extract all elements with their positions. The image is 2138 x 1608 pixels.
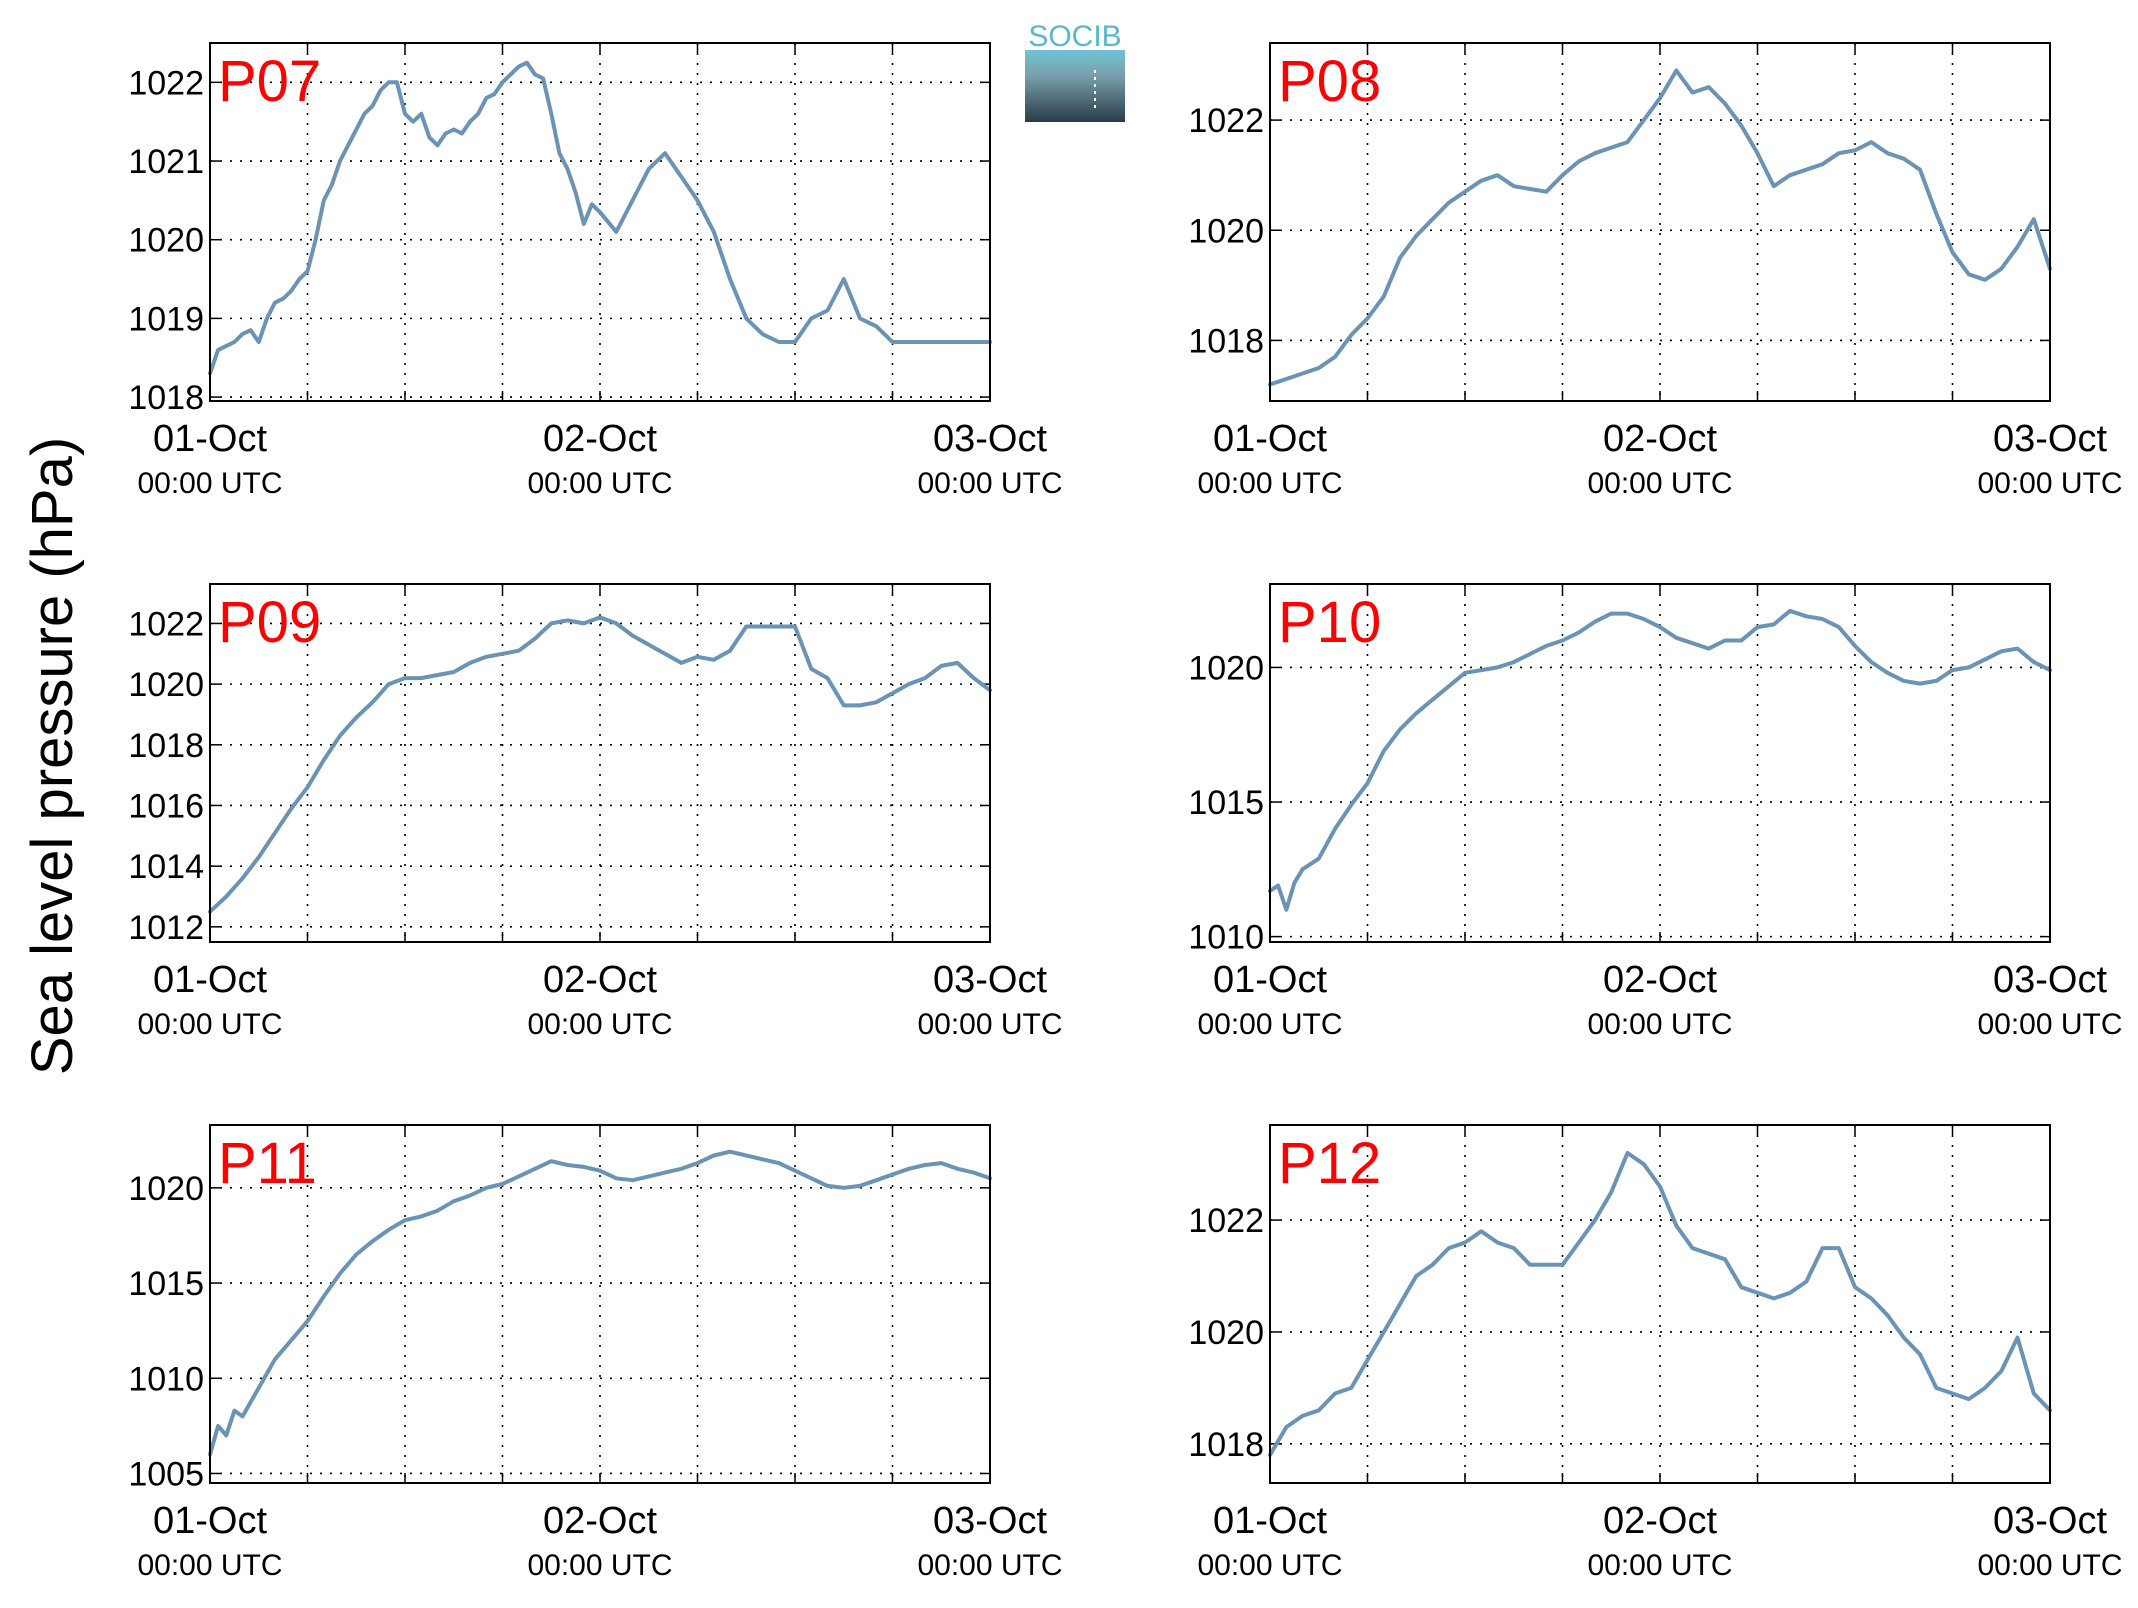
y-tick-label: 1010 (128, 1360, 204, 1398)
series-line-p10 (1268, 608, 2052, 912)
x-tick-label-date: 02-Oct (1603, 418, 1717, 460)
x-tick-label-time: 00:00 UTC (917, 467, 1062, 500)
x-tick-label-date: 02-Oct (1603, 959, 1717, 1001)
y-tick-label: 1015 (128, 1265, 204, 1303)
x-tick-label-date: 01-Oct (153, 1500, 267, 1542)
series-line-p08 (1268, 68, 2052, 387)
axes-frame (1269, 583, 2051, 943)
x-tick-label-date: 03-Oct (1993, 959, 2107, 1001)
x-tick-label-date: 03-Oct (1993, 1500, 2107, 1542)
axes-frame (1269, 1124, 2051, 1484)
x-tick-label-time: 00:00 UTC (1977, 467, 2122, 500)
x-tick-label-date: 01-Oct (153, 418, 267, 460)
panel-p09: 1012 1014 1016 1018 1020 1022 01-Oct 00:00 UTC 0… (128, 583, 1063, 1041)
x-tick-label-time: 00:00 UTC (917, 1549, 1062, 1582)
x-tick-label-time: 00:00 UTC (137, 1008, 282, 1041)
y-tick-label: 1020 (1188, 649, 1264, 687)
y-tick-label: 1020 (1188, 212, 1264, 250)
panel-label: P09 (218, 590, 321, 655)
x-tick-label-date: 01-Oct (1213, 959, 1327, 1001)
y-tick-label: 1015 (1188, 784, 1264, 822)
x-tick-label-date: 01-Oct (1213, 1500, 1327, 1542)
x-tick-label-date: 02-Oct (543, 959, 657, 1001)
y-tick-label: 1019 (128, 300, 204, 338)
x-tick-label-time: 00:00 UTC (1977, 1008, 2122, 1041)
axes-frame (209, 1124, 991, 1484)
y-tick-label: 1022 (1188, 1202, 1264, 1240)
x-tick-label-date: 02-Oct (543, 418, 657, 460)
axes-frame (209, 42, 991, 402)
logo-text: SOCIB (1028, 20, 1121, 53)
x-tick-label-date: 03-Oct (933, 959, 1047, 1001)
x-tick-label-time: 00:00 UTC (137, 1549, 282, 1582)
y-tick-label: 1005 (128, 1455, 204, 1493)
y-tick-label: 1018 (128, 379, 204, 417)
x-tick-label-time: 00:00 UTC (1197, 467, 1342, 500)
x-tick-label-time: 00:00 UTC (1587, 467, 1732, 500)
panel-p12: 1018 1020 1022 01-Oct 00:00 UTC 02-Oct 00:00 U… (1188, 1124, 2123, 1582)
series-line-p11 (208, 1149, 992, 1457)
x-tick-label-time: 00:00 UTC (917, 1008, 1062, 1041)
x-tick-label-date: 03-Oct (1993, 418, 2107, 460)
y-tick-label: 1018 (1188, 322, 1264, 360)
axes-frame (1269, 42, 2051, 402)
series-line-p07 (208, 60, 992, 376)
x-tick-label-time: 00:00 UTC (1977, 1549, 2122, 1582)
y-tick-label: 1020 (128, 666, 204, 704)
y-tick-label: 1012 (128, 909, 204, 947)
x-tick-label-time: 00:00 UTC (1587, 1549, 1732, 1582)
y-tick-label: 1022 (1188, 102, 1264, 140)
y-tick-label: 1010 (1188, 919, 1264, 957)
panel-label: P11 (218, 1131, 317, 1196)
panel-p08: 1018 1020 1022 01-Oct 00:00 UTC 02-Oct 00:00 U… (1188, 42, 2123, 500)
panel-p10: 1010 1015 1020 01-Oct 00:00 UTC 02-Oct 00:00 U… (1188, 583, 2123, 1041)
y-tick-label: 1014 (128, 848, 204, 886)
panel-label: P10 (1278, 590, 1381, 655)
y-tick-label: 1022 (128, 64, 204, 102)
x-tick-label-time: 00:00 UTC (137, 467, 282, 500)
y-tick-label: 1016 (128, 787, 204, 825)
x-tick-label-time: 00:00 UTC (527, 1549, 672, 1582)
y-tick-label: 1020 (128, 1170, 204, 1208)
series-line-p09 (208, 615, 992, 914)
x-tick-label-date: 02-Oct (1603, 1500, 1717, 1542)
series-line-p12 (1268, 1151, 2052, 1457)
x-tick-label-time: 00:00 UTC (1197, 1549, 1342, 1582)
y-tick-label: 1020 (1188, 1314, 1264, 1352)
y-tick-label: 1020 (128, 222, 204, 260)
x-tick-label-time: 00:00 UTC (1587, 1008, 1732, 1041)
panel-label: P07 (218, 49, 321, 114)
y-tick-label: 1022 (128, 605, 204, 643)
panel-label: P08 (1278, 49, 1381, 114)
y-tick-label: 1018 (128, 727, 204, 765)
x-tick-label-date: 01-Oct (1213, 418, 1327, 460)
y-tick-label: 1018 (1188, 1426, 1264, 1464)
x-tick-label-date: 03-Oct (933, 418, 1047, 460)
panel-p11: 1005 1010 1015 1020 01-Oct 00:00 UTC 02-Oct 00:… (128, 1124, 1063, 1582)
x-tick-label-time: 00:00 UTC (527, 467, 672, 500)
axes-frame (209, 583, 991, 943)
socib-logo: SOCIB (1025, 20, 1125, 122)
x-tick-label-date: 03-Oct (933, 1500, 1047, 1542)
x-tick-label-date: 02-Oct (543, 1500, 657, 1542)
x-tick-label-date: 01-Oct (153, 959, 267, 1001)
y-tick-label: 1021 (128, 143, 204, 181)
panel-p07: 1018 1019 1020 1021 1022 01-Oct 00:00 UTC 02-Oc… (128, 42, 1063, 500)
panel-label: P12 (1278, 1131, 1381, 1196)
y-axis-label: Sea level pressure (hPa) (20, 437, 85, 1075)
x-tick-label-time: 00:00 UTC (1197, 1008, 1342, 1041)
x-tick-label-time: 00:00 UTC (527, 1008, 672, 1041)
